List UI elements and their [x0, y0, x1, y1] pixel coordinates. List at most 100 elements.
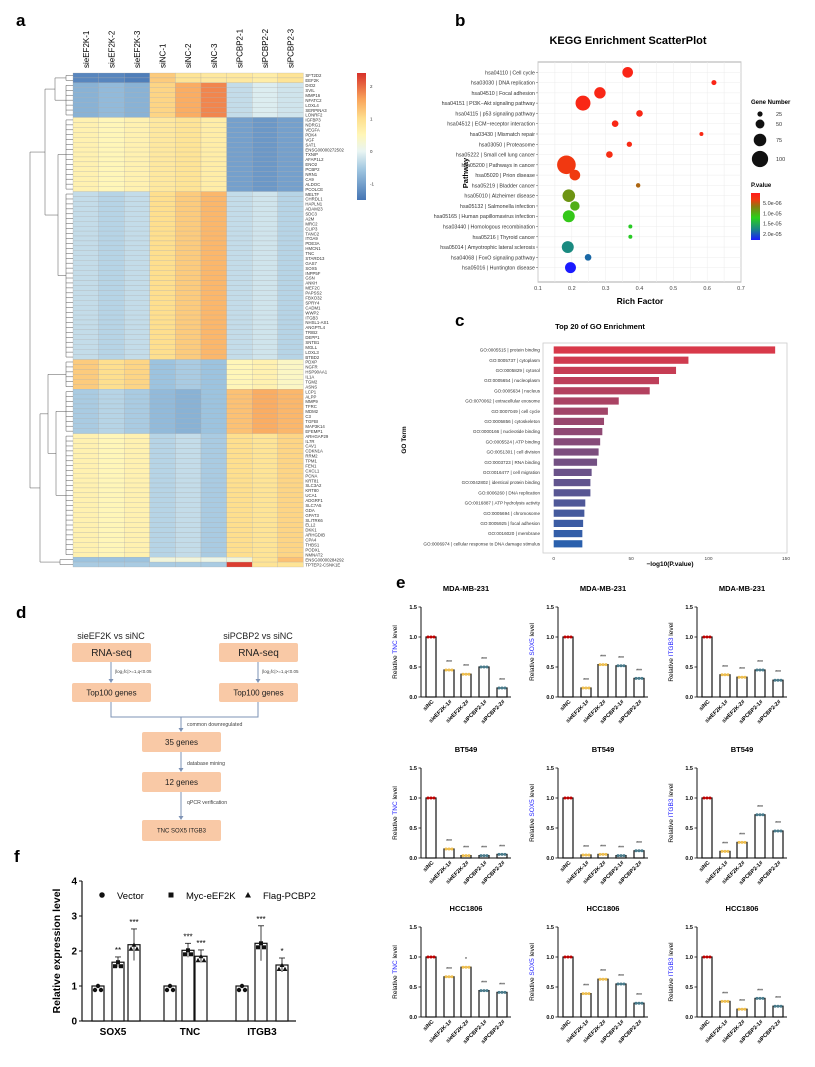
heatmap-cell [124, 339, 150, 345]
heatmap-cell [175, 477, 202, 484]
heatmap-cell [149, 384, 176, 390]
significance-label: *** [775, 670, 781, 676]
heatmap-cell [72, 403, 99, 410]
heatmap-cell [200, 547, 227, 553]
heatmap-cell [98, 374, 125, 380]
heatmap-cell [200, 453, 227, 459]
qpcr-category-label: siNC [698, 1019, 711, 1032]
f-data-point-square-icon [259, 941, 263, 946]
heatmap-cell [149, 181, 176, 187]
qpcr-data-point [708, 955, 712, 959]
heatmap-cell [252, 186, 278, 192]
heatmap-cell [200, 324, 227, 331]
heatmap-cell [98, 418, 125, 424]
heatmap-cell [175, 146, 202, 153]
heatmap-cell [72, 527, 99, 533]
qpcr-data-point [776, 678, 780, 682]
heatmap-cell [175, 295, 202, 301]
heatmap-cell [149, 72, 176, 79]
heatmap-cell [277, 379, 304, 385]
heatmap-cell [175, 300, 202, 306]
heatmap-cell [277, 389, 304, 395]
qpcr-data-point [566, 955, 570, 959]
qpcr-data-point [467, 672, 471, 676]
heatmap-cell [72, 309, 99, 316]
heatmap-cell [277, 556, 304, 563]
heatmap-cell [124, 413, 150, 419]
heatmap-cell [72, 250, 99, 256]
qpcr-bar [443, 976, 455, 1018]
qpcr-y-tick: 0.0 [685, 1015, 693, 1021]
significance-label: *** [600, 969, 606, 975]
qpcr-y-label: Relative ITGB3 level [668, 622, 675, 682]
heatmap-cell [124, 270, 150, 276]
heatmap-cell [175, 270, 202, 276]
heatmap-cell [124, 497, 150, 503]
qpcr-data-point [758, 668, 762, 672]
heatmap-cell [200, 151, 227, 158]
heatmap-cell [277, 230, 304, 237]
heatmap-cell [98, 448, 125, 454]
heatmap-cell [149, 487, 176, 494]
heatmap-cell [72, 468, 99, 474]
heatmap-cell [226, 339, 253, 345]
heatmap-cell [277, 166, 304, 172]
heatmap-cell [252, 196, 278, 202]
heatmap-cell [149, 482, 176, 489]
heatmap-cell [149, 354, 176, 360]
kegg-pathway-label: hsa03430 | Mismatch repair [470, 132, 536, 138]
heatmap-cell [98, 112, 125, 118]
heatmap-cell [175, 181, 202, 187]
heatmap-cell [149, 122, 176, 128]
heatmap-cell [226, 458, 253, 464]
heatmap-cell [124, 226, 150, 232]
f-data-point-circle-icon [95, 983, 101, 989]
heatmap-cell [124, 492, 150, 498]
heatmap-cell [72, 334, 99, 340]
qpcr-bar [772, 679, 784, 698]
qpcr-data-point [708, 635, 712, 639]
heatmap-cell [226, 226, 253, 232]
heatmap-gene-label: ALDOC [305, 182, 320, 187]
heatmap-cell [124, 344, 150, 350]
heatmap-cell [124, 72, 150, 79]
heatmap-cell [124, 77, 150, 84]
heatmap-cell [72, 443, 99, 449]
qpcr-data-point [569, 796, 573, 800]
qpcr-bar [633, 677, 645, 698]
heatmap-cell [252, 492, 278, 498]
heatmap-cell [175, 265, 202, 271]
qpcr-data-point [601, 663, 605, 667]
heatmap-cell [72, 181, 99, 187]
f-category-label: TNC [180, 1027, 201, 1038]
heatmap-cell [200, 216, 227, 222]
heatmap-cell [175, 211, 202, 217]
heatmap-cell [200, 221, 227, 227]
qpcr-bar [425, 956, 437, 1018]
heatmap-cell [98, 458, 125, 464]
kegg-pathway-label: hsa04151 | PI3K−Akt signaling pathway [442, 101, 536, 107]
y-label-suffix: level [668, 942, 675, 958]
heatmap-cell [200, 364, 227, 370]
heatmap-cell [200, 161, 227, 167]
heatmap-cell [124, 290, 150, 296]
heatmap-cell [200, 171, 227, 177]
heatmap-cell [72, 384, 99, 390]
heatmap-cell [149, 156, 176, 163]
heatmap-cell [98, 364, 125, 370]
heatmap-cell [98, 107, 125, 113]
heatmap-cell [98, 319, 125, 326]
heatmap-gene-label: ANKH [305, 281, 317, 286]
go-bar [553, 417, 605, 425]
go-bar [553, 407, 608, 415]
heatmap-cell [200, 206, 227, 212]
heatmap-cell [226, 260, 253, 266]
f-category-label: SOX5 [100, 1027, 127, 1038]
heatmap-cell [98, 408, 125, 414]
qpcr-y-tick: 0.0 [409, 1015, 417, 1021]
heatmap-cell [252, 270, 278, 276]
heatmap-cell [226, 132, 253, 138]
heatmap-cell [277, 87, 304, 93]
